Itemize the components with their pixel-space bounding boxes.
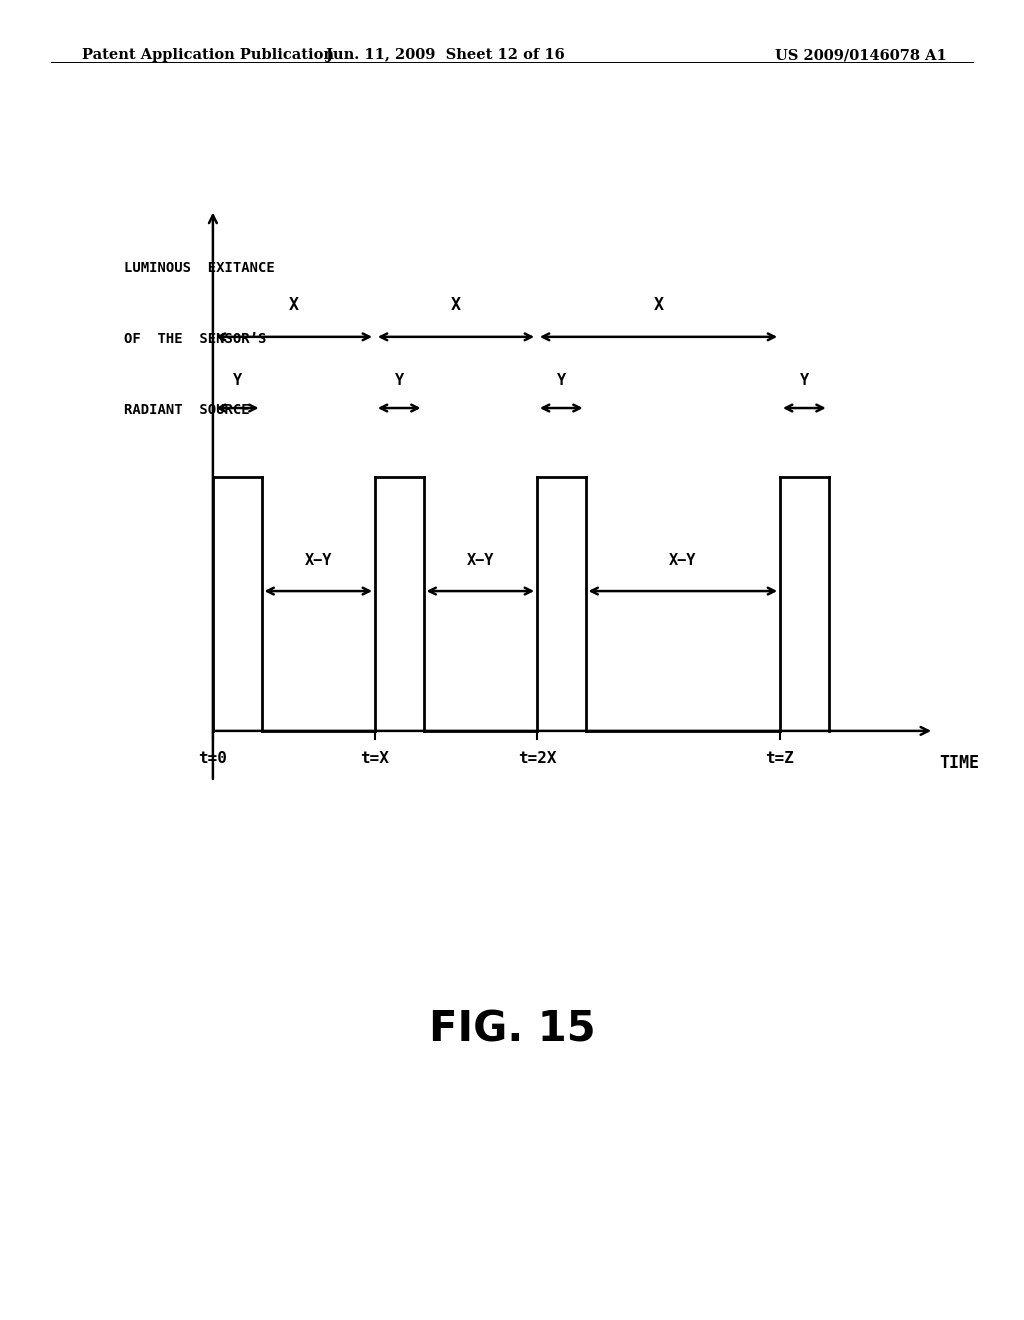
Text: OF  THE  SENSOR’S: OF THE SENSOR’S <box>124 331 266 346</box>
Text: FIG. 15: FIG. 15 <box>429 1008 595 1051</box>
Text: X: X <box>289 296 299 314</box>
Text: LUMINOUS  EXITANCE: LUMINOUS EXITANCE <box>124 260 274 275</box>
Text: t=Z: t=Z <box>766 751 795 766</box>
Text: Y: Y <box>557 372 566 388</box>
Text: Y: Y <box>232 372 242 388</box>
Text: Jun. 11, 2009  Sheet 12 of 16: Jun. 11, 2009 Sheet 12 of 16 <box>326 49 565 62</box>
Text: US 2009/0146078 A1: US 2009/0146078 A1 <box>775 49 947 62</box>
Text: t=2X: t=2X <box>518 751 556 766</box>
Text: Patent Application Publication: Patent Application Publication <box>82 49 334 62</box>
Text: Y: Y <box>800 372 809 388</box>
Text: TIME: TIME <box>939 754 979 772</box>
Text: t=0: t=0 <box>199 751 227 766</box>
Text: X: X <box>653 296 664 314</box>
Text: t=X: t=X <box>360 751 389 766</box>
Text: RADIANT  SOURCE: RADIANT SOURCE <box>124 403 250 417</box>
Text: X: X <box>451 296 461 314</box>
Text: Y: Y <box>394 372 403 388</box>
Text: X−Y: X−Y <box>669 553 696 568</box>
Text: X−Y: X−Y <box>304 553 332 568</box>
Text: X−Y: X−Y <box>467 553 494 568</box>
